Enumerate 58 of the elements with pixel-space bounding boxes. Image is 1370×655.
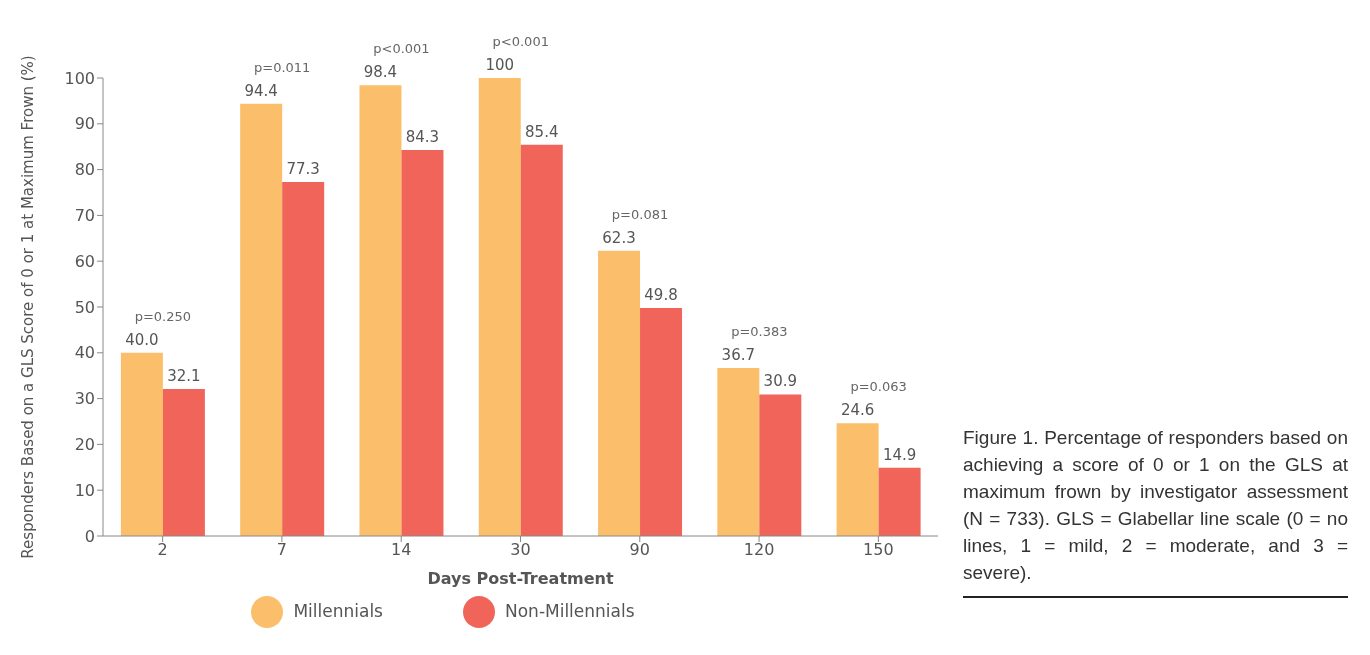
y-tick-label: 10 bbox=[74, 480, 95, 500]
bar bbox=[598, 250, 641, 536]
bar bbox=[520, 144, 563, 536]
bar bbox=[878, 467, 921, 536]
bar bbox=[836, 423, 879, 536]
bar bbox=[282, 181, 325, 536]
bar bbox=[759, 394, 802, 536]
x-tick-label: 2 bbox=[157, 540, 168, 560]
y-tick-label: 90 bbox=[74, 114, 95, 134]
data-label: 77.3 bbox=[286, 159, 320, 178]
y-tick-label: 80 bbox=[74, 160, 95, 180]
bar bbox=[359, 85, 402, 536]
x-tick-label: 30 bbox=[510, 540, 531, 560]
y-tick-label: 30 bbox=[74, 389, 95, 409]
legend-label: Millennials bbox=[293, 601, 383, 621]
bar bbox=[640, 307, 683, 536]
legend-label: Non-Millennials bbox=[504, 601, 635, 621]
y-tick-label: 100 bbox=[64, 68, 95, 88]
bar bbox=[478, 78, 521, 536]
data-label: 24.6 bbox=[840, 401, 875, 420]
annotation: p=0.250 bbox=[134, 308, 192, 324]
text: p<0.001 bbox=[373, 41, 430, 57]
y-tick-label: 0 bbox=[84, 526, 95, 546]
annotation: p=0.081 bbox=[611, 206, 669, 222]
x-tick-label: 7 bbox=[276, 540, 288, 560]
data-label: 40.0 bbox=[125, 330, 159, 349]
data-label: 30.9 bbox=[763, 372, 798, 391]
y-tick-label: 50 bbox=[74, 297, 95, 317]
text: p=0.011 bbox=[253, 59, 311, 75]
y-tick-label: 70 bbox=[74, 206, 95, 226]
data-label: 85.4 bbox=[525, 122, 559, 141]
data-label: 32.1 bbox=[167, 366, 201, 385]
bar bbox=[240, 103, 283, 536]
data-label: 62.3 bbox=[602, 228, 636, 247]
x-tick-label: 90 bbox=[629, 540, 650, 560]
annotation: p=0.063 bbox=[850, 379, 907, 395]
x-tick-label: 150 bbox=[863, 540, 894, 560]
y-tick-label: 20 bbox=[74, 435, 95, 455]
data-label: 100 bbox=[485, 56, 515, 74]
y-tick-label: 60 bbox=[74, 251, 95, 271]
data-label: 98.4 bbox=[363, 63, 398, 82]
bar bbox=[162, 388, 205, 536]
caption: Figure 1. Percentage of responders based on achieving a score of 0 or 1 on the GLS at maximum frown by investigator assessment (N = 733). GLS = Glabellar line scale (0 = no lines, 1 = mild, 2 = moderate, and 3 = severe). bbox=[963, 424, 1348, 598]
bar bbox=[717, 367, 760, 536]
data-label: 49.8 bbox=[644, 285, 678, 304]
data-label: 14.9 bbox=[882, 445, 917, 464]
y-tick-label: 40 bbox=[74, 343, 95, 363]
x-tick-label: 14 bbox=[391, 540, 412, 560]
bar bbox=[401, 149, 444, 536]
bar bbox=[120, 352, 163, 536]
annotation: p=0.383 bbox=[731, 323, 788, 339]
x-axis-title: Days Post-Treatment bbox=[427, 569, 614, 588]
data-label: 36.7 bbox=[721, 345, 756, 364]
data-label: 94.4 bbox=[244, 81, 278, 100]
y-axis-title: Responders Based on a GLS Score of 0 or 1 at Maximum Frown (%) bbox=[19, 55, 38, 559]
x-tick-label: 120 bbox=[743, 540, 775, 560]
text: p<0.001 bbox=[492, 34, 549, 49]
data-label: 84.3 bbox=[405, 127, 440, 146]
